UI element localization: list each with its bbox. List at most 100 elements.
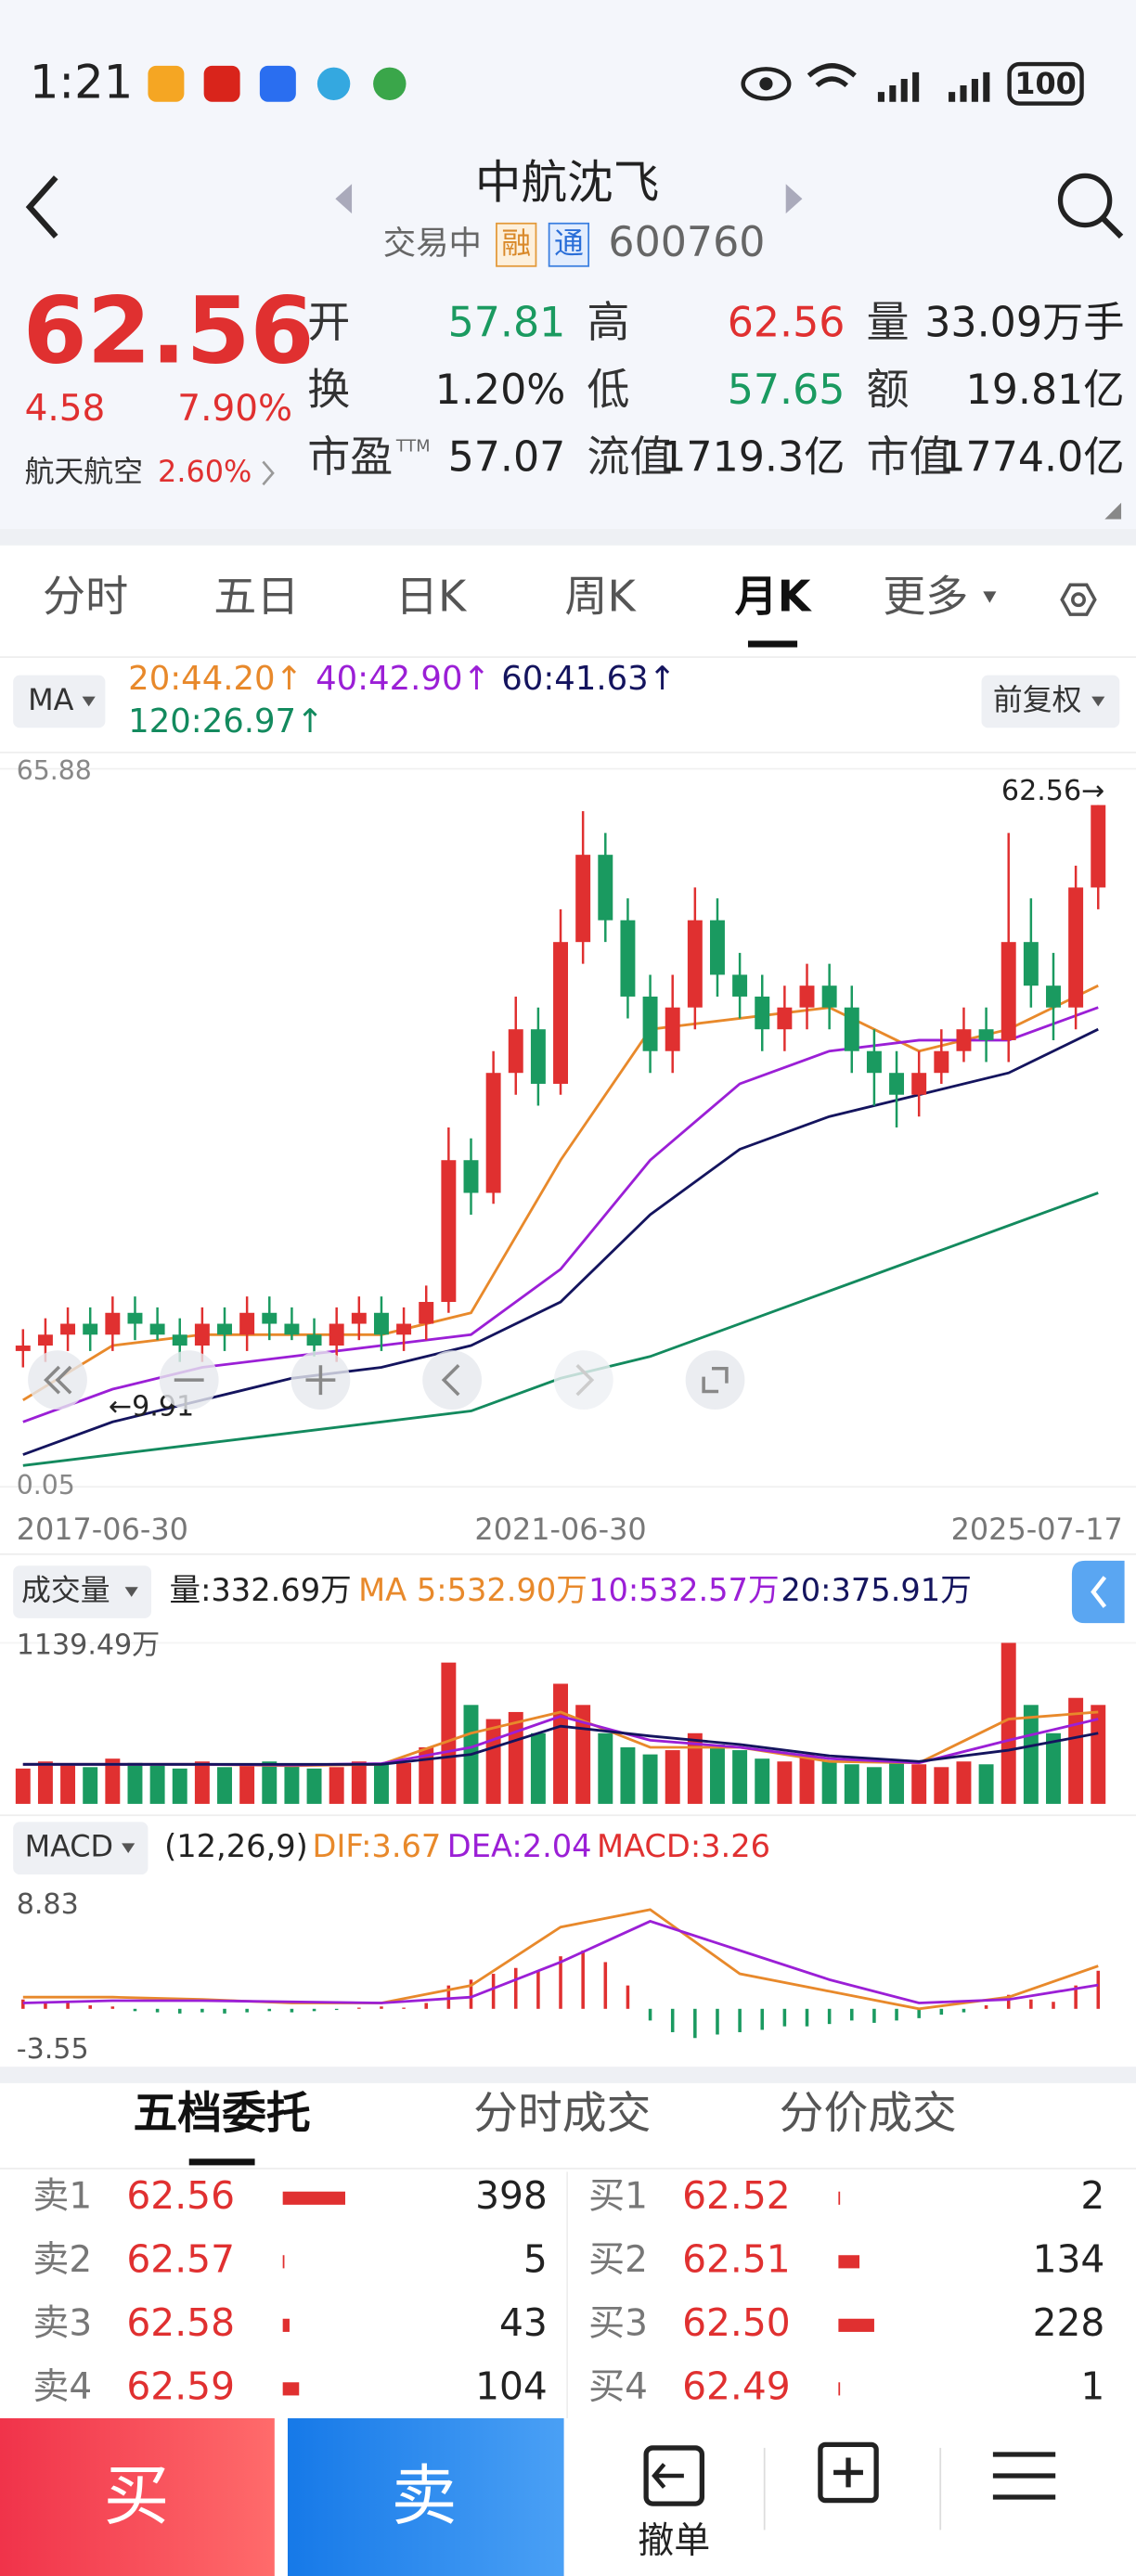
volume-bar xyxy=(194,1761,210,1804)
next-stock[interactable] xyxy=(785,184,803,214)
sell-button-text: 卖 xyxy=(392,2457,458,2534)
price-change: 4.58 xyxy=(25,388,106,430)
stock-code: 600760 xyxy=(608,219,765,266)
tag-text: 融 xyxy=(501,225,531,261)
volume-bar xyxy=(485,1719,501,1804)
field-label: 换 xyxy=(307,365,350,415)
volume-bar xyxy=(889,1761,905,1804)
candle-body xyxy=(844,1007,859,1051)
order-tab[interactable]: 五档委托 xyxy=(134,2088,311,2139)
volume-bar xyxy=(799,1754,815,1804)
status-icon xyxy=(203,65,240,102)
tab[interactable]: 分时 xyxy=(43,572,128,622)
candle-body xyxy=(485,1073,501,1193)
back-button[interactable] xyxy=(25,175,58,238)
nav-icon xyxy=(575,1363,595,1397)
tab[interactable]: 月K xyxy=(735,572,813,622)
ma-legend-item: 120:26.97↑ xyxy=(128,702,324,741)
adjust-button[interactable] xyxy=(981,675,1120,728)
ma-button[interactable] xyxy=(13,675,106,728)
prev-stock[interactable] xyxy=(335,184,353,214)
candle-body xyxy=(1046,985,1061,1008)
volume-bar xyxy=(844,1764,859,1804)
settings-button[interactable] xyxy=(1060,583,1097,616)
indicator-button[interactable] xyxy=(13,1822,148,1875)
expand-icon[interactable] xyxy=(1104,502,1122,520)
buy-button[interactable] xyxy=(0,2418,275,2576)
candle-body xyxy=(37,1334,53,1346)
candle-body xyxy=(665,1007,680,1051)
candle-body xyxy=(127,1312,143,1324)
ma-legend: 20:44.20↑ 40:42.90↑ 60:41.63↑ 120:26.97↑ xyxy=(128,660,676,741)
buy-button-text: 买 xyxy=(104,2457,170,2534)
side-panel-button[interactable] xyxy=(1071,1560,1125,1624)
sector-percent: 2.60% xyxy=(158,454,252,489)
volume-bar xyxy=(620,1747,636,1804)
ma-legend-item: 20:44.20↑ xyxy=(128,660,303,698)
field-value: 62.56 xyxy=(728,300,846,347)
order-volume: 134 xyxy=(1033,2236,1105,2281)
candle-body xyxy=(463,1160,479,1193)
legend-item: (12,26,9) xyxy=(164,1828,308,1864)
max-marker: 62.56→ xyxy=(1001,775,1104,807)
indicator-button[interactable] xyxy=(13,1565,151,1618)
order-price: 62.49 xyxy=(682,2363,791,2408)
volume-bar xyxy=(732,1750,748,1804)
order-volume: 104 xyxy=(475,2363,548,2408)
volume-bar xyxy=(83,1767,98,1804)
order-tab[interactable]: 分价成交 xyxy=(780,2088,957,2139)
stock-name: 中航沈飞 xyxy=(475,156,659,210)
candle-body xyxy=(642,996,658,1051)
search-button[interactable] xyxy=(1057,173,1113,228)
cancel-icon[interactable] xyxy=(643,2445,705,2506)
volume-bar xyxy=(777,1761,793,1804)
volume-bar xyxy=(217,1767,232,1804)
volume-bar xyxy=(553,1683,568,1804)
volume-bar xyxy=(665,1750,680,1804)
tab[interactable]: 周K xyxy=(564,572,637,622)
candle-body xyxy=(83,1323,98,1335)
tab[interactable]: 五日 xyxy=(213,572,299,622)
candle-body xyxy=(149,1323,165,1335)
menu-icon[interactable] xyxy=(992,2452,1056,2500)
order-volume: 1 xyxy=(1080,2363,1104,2408)
x-tick-label: 2017-06-30 xyxy=(17,1512,188,1547)
tab[interactable]: 日K xyxy=(395,572,468,622)
separator xyxy=(0,2067,1136,2083)
candle-body xyxy=(419,1302,434,1324)
candle-body xyxy=(934,1050,949,1074)
add-icon[interactable] xyxy=(818,2441,879,2504)
ma-legend-item: 40:42.90↑ xyxy=(316,660,490,698)
nav-button[interactable] xyxy=(422,1350,483,1410)
candle-body xyxy=(373,1312,389,1335)
nav-button[interactable] xyxy=(553,1350,613,1410)
volume-bar xyxy=(60,1764,76,1804)
candle-body xyxy=(172,1334,187,1346)
indicator-name: 成交量 xyxy=(21,1573,110,1608)
volume-bar xyxy=(172,1768,187,1804)
order-volume-bar xyxy=(282,2382,300,2396)
order-label: 卖2 xyxy=(32,2239,92,2281)
sell-button[interactable] xyxy=(287,2418,564,2576)
status-icon xyxy=(373,67,407,100)
legend-item: 20:375.91万 xyxy=(781,1572,971,1608)
order-volume: 5 xyxy=(523,2236,548,2281)
candle-body xyxy=(732,974,748,997)
candle-body xyxy=(1000,942,1016,1040)
order-tab[interactable]: 分时成交 xyxy=(473,2088,651,2139)
separator xyxy=(0,529,1136,546)
tab[interactable]: 更多 xyxy=(883,572,968,622)
trade-state: 交易中 xyxy=(383,225,482,263)
candle-body xyxy=(306,1334,322,1346)
volume-bar xyxy=(598,1732,613,1804)
candle-body xyxy=(15,1346,31,1351)
nav-button[interactable] xyxy=(685,1350,745,1410)
volume-bar xyxy=(419,1747,434,1804)
settings-button xyxy=(1071,592,1086,608)
order-volume: 228 xyxy=(1033,2300,1105,2345)
nav-icon xyxy=(305,1365,336,1396)
order-volume-bar xyxy=(282,2255,285,2269)
volume-bar xyxy=(351,1761,367,1804)
volume-bar xyxy=(149,1765,165,1804)
